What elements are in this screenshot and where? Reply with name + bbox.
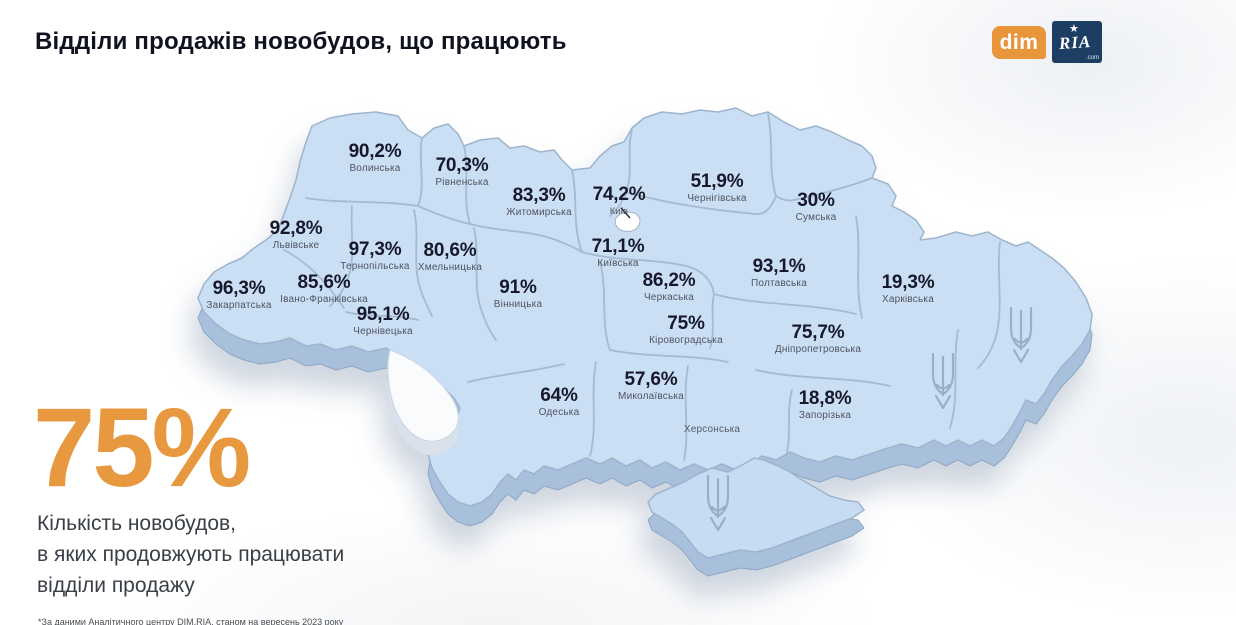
ria-logo-tld: .com [1085,55,1099,61]
dim-logo-text: dim [999,30,1039,54]
moldova-shape [387,349,459,456]
highlight-stat-description: Кількість новобудов, в яких продовжують … [37,508,344,601]
highlight-stat-value: 75% [33,385,251,510]
ria-logo-badge: ★ RIA .com [1052,21,1102,63]
dim-ria-logo: dim ★ RIA .com [992,21,1118,63]
page-title: Відділи продажів новобудов, що працюють [35,28,567,55]
star-icon: ★ [1069,23,1079,35]
source-footnote: *За даними Аналітичного центру DIM.RIA, … [38,617,344,625]
oblast-borders [283,113,1001,461]
stat-desc-line: Кількість новобудов, [37,512,237,535]
kyiv-city-marker [614,207,641,232]
dim-logo-badge: dim [992,26,1046,59]
stat-desc-line: відділи продажу [37,574,195,597]
kyiv-pointer-line [620,207,631,219]
stat-desc-line: в яких продовжують працювати [37,543,345,566]
